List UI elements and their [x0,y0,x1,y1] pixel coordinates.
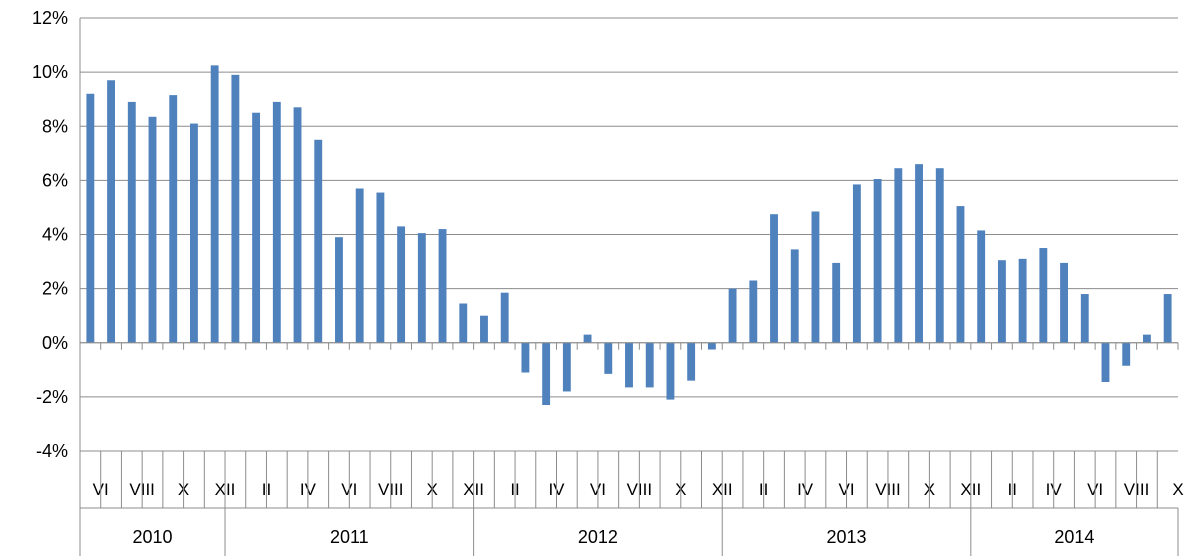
year-label: 2014 [1054,527,1094,547]
bar [86,93,95,343]
year-label: 2013 [827,527,867,547]
y-tick-label: 6% [42,170,68,190]
bar [811,211,820,343]
bar [562,342,571,392]
bar [687,342,696,381]
bar [1018,258,1027,343]
x-axis-year-labels: 2010 2011 2012 2013 2014 [132,508,1179,556]
bar [293,107,302,343]
bar [645,342,654,388]
bar [376,192,385,343]
bar [770,214,778,343]
bar [1101,342,1110,382]
bar [997,260,1006,343]
bar [625,342,633,388]
bar [190,123,198,343]
bar [852,184,861,343]
y-tick-label: 2% [42,279,68,299]
bar [583,334,592,343]
bar [1142,334,1151,343]
bar [666,342,675,400]
bars [86,65,1172,405]
bar [915,164,923,343]
year-label: 2010 [132,527,172,547]
bar [521,342,530,373]
bar [1163,294,1172,343]
bar [417,233,426,343]
bar [894,168,903,343]
bar [832,262,841,343]
y-tick-label: 8% [42,116,68,136]
bar [335,237,343,343]
bar [1080,294,1089,343]
bar [728,288,737,343]
y-tick-label: -4% [36,441,68,461]
bar [500,292,509,343]
bar [873,179,882,343]
bar [127,101,136,343]
year-label: 2011 [330,527,369,547]
y-tick-label: 4% [42,225,68,245]
bar [210,65,219,343]
year-label: 2012 [578,527,618,547]
bar [314,139,323,343]
bar [604,342,613,374]
y-tick-label: 10% [32,62,68,82]
bar [438,229,447,343]
bar [148,116,157,343]
bar [480,315,488,343]
bar [1060,262,1068,343]
bar [749,280,758,343]
bar [107,80,116,343]
y-tick-label: 0% [42,333,68,353]
bar [542,342,551,405]
bar [231,74,240,343]
axes [79,18,1179,556]
bar [252,112,261,343]
bar [397,226,406,343]
bar [1039,248,1048,343]
y-axis-tick-labels: -4% -2% 0% 2% 4% 6% 8% 10% 12% [32,8,68,461]
y-tick-label: -2% [36,387,68,407]
bar [790,249,799,343]
bar [355,188,364,343]
x-axis-month-labels: VI VIII X XII II IV VI VIII X XII II IV VI VIII X XII II… [79,451,1184,508]
bar [169,95,178,343]
month-label: X [1172,480,1183,499]
bar [459,303,468,343]
bar [977,230,986,343]
y-tick-label: 12% [32,8,68,28]
bar [1122,342,1131,366]
bar [935,168,944,343]
bar [272,101,281,343]
bar [707,342,716,350]
bar [956,206,965,343]
